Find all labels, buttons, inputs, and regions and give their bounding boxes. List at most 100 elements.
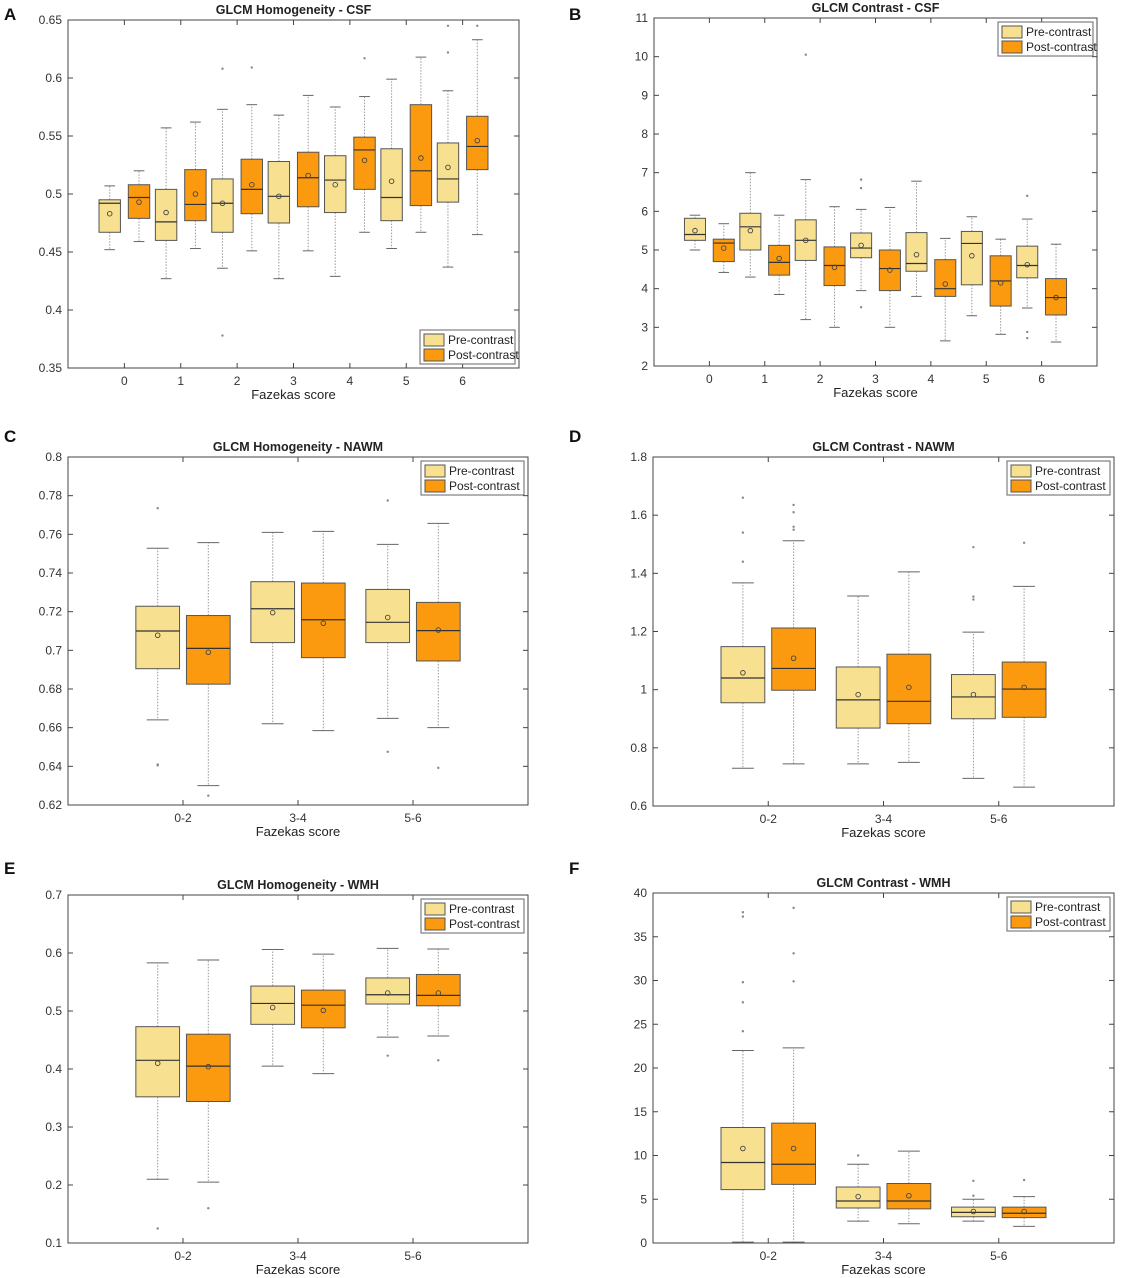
box-iqr [415, 973, 461, 1007]
box-mean [418, 155, 424, 161]
x-axis-label: Fazekas score [841, 825, 926, 840]
y-tick-label: 7 [641, 166, 648, 180]
y-tick-label: 0.35 [39, 361, 63, 375]
panel-letter: E [4, 859, 15, 878]
box-iqr [240, 158, 263, 215]
box-iqr [1001, 1206, 1047, 1219]
legend-label: Pre-contrast [1035, 900, 1101, 914]
box-mean [913, 251, 920, 258]
box-post [771, 503, 817, 765]
outlier-point [741, 1030, 745, 1033]
legend-swatch-post [423, 348, 445, 362]
chart-title: GLCM Contrast - CSF [812, 1, 940, 15]
box-mean [192, 191, 199, 197]
x-axis-label: Fazekas score [833, 385, 918, 400]
box-mean [474, 137, 481, 144]
box-mean [790, 1145, 797, 1152]
box-mean [1024, 261, 1030, 268]
chart-title: GLCM Homogeneity - CSF [216, 3, 372, 17]
box-mean [384, 614, 391, 621]
x-tick-label: 4 [928, 372, 935, 386]
panel-d: D GLCM Contrast - NAWM 0.6 0.8 1 1.2 1.4 1.6 1.8… [569, 427, 1115, 840]
x-axis-label: Fazekas score [256, 824, 341, 839]
box-pre [154, 127, 178, 280]
legend-swatch-pre [1010, 464, 1032, 478]
box-mean [269, 609, 276, 616]
box-iqr [296, 151, 320, 208]
y-tick-label: 0.6 [630, 799, 647, 813]
box-mean [435, 990, 442, 996]
box-pre [365, 947, 411, 1057]
box-mean [969, 253, 975, 259]
outlier-point [972, 545, 975, 549]
outlier-point [741, 560, 745, 563]
y-tick-label: 0.7 [45, 643, 62, 657]
box-mean [276, 193, 282, 200]
y-tick-label: 0 [640, 1236, 647, 1250]
y-tick-label: 0.4 [45, 303, 62, 317]
outlier-point [741, 531, 745, 534]
box-mean [906, 684, 912, 691]
box-mean [802, 237, 809, 244]
legend-label: Post-contrast [1026, 40, 1097, 54]
box-post [353, 57, 376, 233]
y-tick-label: 0.1 [45, 1236, 62, 1250]
y-tick-label: 0.62 [39, 798, 63, 812]
box-mean [445, 164, 451, 171]
outlier-point [1022, 541, 1026, 544]
x-tick-label: 1 [177, 374, 184, 388]
box-pre [98, 185, 121, 251]
outlier-point [221, 334, 224, 337]
box-mean [790, 655, 797, 662]
box-iqr [850, 232, 873, 259]
box-mean [740, 1145, 746, 1152]
chart-title: GLCM Contrast - NAWM [812, 440, 954, 454]
legend-swatch-post [424, 917, 446, 931]
box-mean [887, 267, 893, 273]
box-pre [950, 545, 996, 779]
x-tick-label: 2 [817, 372, 824, 386]
legend-label: Post-contrast [1035, 479, 1106, 493]
legend-swatch-pre [424, 464, 446, 478]
y-tick-label: 15 [634, 1105, 648, 1119]
box-mean [906, 1192, 912, 1199]
outlier-point [446, 24, 450, 27]
outlier-point [859, 186, 863, 190]
y-tick-label: 0.6 [45, 71, 62, 85]
box-iqr [768, 244, 791, 276]
y-tick-label: 0.7 [45, 888, 62, 902]
legend-label: Pre-contrast [1035, 464, 1101, 478]
y-tick-label: 1.8 [630, 450, 647, 464]
box-iqr [835, 1186, 881, 1209]
y-tick-label: 0.8 [630, 741, 647, 755]
box-mean [249, 181, 255, 188]
outlier-point [437, 1059, 440, 1062]
box-pre [135, 962, 181, 1230]
outlier-point [741, 981, 745, 984]
legend-swatch-pre [424, 902, 446, 916]
box-mean [163, 209, 169, 216]
y-tick-label: 30 [634, 974, 648, 988]
box-pre [250, 949, 296, 1067]
box-pre [365, 499, 411, 754]
box-iqr [771, 1122, 817, 1185]
box-post [415, 522, 461, 770]
outlier-point [386, 750, 389, 754]
box-post [878, 206, 901, 328]
box-iqr [365, 588, 411, 644]
box-post [989, 238, 1012, 335]
legend-label: Pre-contrast [1026, 25, 1092, 39]
y-tick-label: 4 [641, 282, 648, 296]
x-tick-label: 4 [347, 374, 354, 388]
box-iqr [250, 581, 296, 644]
box-mean [740, 670, 746, 676]
box-pre [905, 180, 928, 297]
box-pre [739, 172, 762, 278]
x-tick-label: 3-4 [289, 1249, 307, 1263]
plot-frame [652, 456, 1115, 807]
box-mean [305, 172, 311, 179]
y-tick-label: 0.5 [45, 187, 62, 201]
y-tick-label: 5 [641, 243, 648, 257]
box-pre [267, 114, 291, 280]
